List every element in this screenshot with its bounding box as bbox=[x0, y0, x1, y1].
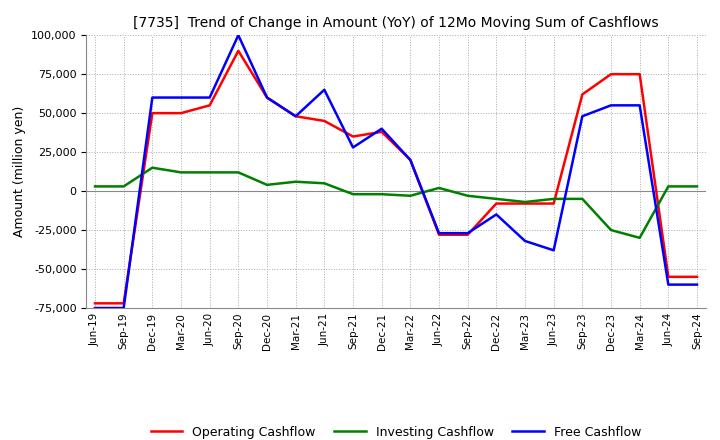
Operating Cashflow bbox=[607, 72, 616, 77]
Operating Cashflow bbox=[635, 72, 644, 77]
Free Cashflow bbox=[263, 95, 271, 100]
Operating Cashflow bbox=[234, 48, 243, 53]
Investing Cashflow bbox=[348, 191, 357, 197]
Free Cashflow bbox=[176, 95, 185, 100]
Free Cashflow bbox=[320, 87, 328, 92]
Operating Cashflow bbox=[148, 110, 157, 116]
Operating Cashflow bbox=[120, 301, 128, 306]
Y-axis label: Amount (million yen): Amount (million yen) bbox=[13, 106, 26, 237]
Free Cashflow bbox=[348, 145, 357, 150]
Investing Cashflow bbox=[693, 184, 701, 189]
Free Cashflow bbox=[693, 282, 701, 287]
Operating Cashflow bbox=[578, 92, 587, 97]
Investing Cashflow bbox=[464, 193, 472, 198]
Operating Cashflow bbox=[292, 114, 300, 119]
Operating Cashflow bbox=[406, 157, 415, 162]
Investing Cashflow bbox=[549, 196, 558, 202]
Title: [7735]  Trend of Change in Amount (YoY) of 12Mo Moving Sum of Cashflows: [7735] Trend of Change in Amount (YoY) o… bbox=[133, 16, 659, 30]
Free Cashflow bbox=[435, 231, 444, 236]
Operating Cashflow bbox=[205, 103, 214, 108]
Investing Cashflow bbox=[176, 170, 185, 175]
Free Cashflow bbox=[521, 238, 529, 244]
Investing Cashflow bbox=[406, 193, 415, 198]
Free Cashflow bbox=[91, 305, 99, 311]
Investing Cashflow bbox=[234, 170, 243, 175]
Operating Cashflow bbox=[464, 232, 472, 237]
Operating Cashflow bbox=[664, 274, 672, 279]
Free Cashflow bbox=[148, 95, 157, 100]
Investing Cashflow bbox=[635, 235, 644, 241]
Legend: Operating Cashflow, Investing Cashflow, Free Cashflow: Operating Cashflow, Investing Cashflow, … bbox=[146, 421, 646, 440]
Operating Cashflow bbox=[693, 274, 701, 279]
Line: Operating Cashflow: Operating Cashflow bbox=[95, 51, 697, 303]
Free Cashflow bbox=[664, 282, 672, 287]
Free Cashflow bbox=[549, 248, 558, 253]
Investing Cashflow bbox=[148, 165, 157, 170]
Investing Cashflow bbox=[120, 184, 128, 189]
Line: Investing Cashflow: Investing Cashflow bbox=[95, 168, 697, 238]
Investing Cashflow bbox=[292, 179, 300, 184]
Investing Cashflow bbox=[664, 184, 672, 189]
Free Cashflow bbox=[464, 231, 472, 236]
Free Cashflow bbox=[292, 114, 300, 119]
Line: Free Cashflow: Free Cashflow bbox=[95, 35, 697, 308]
Investing Cashflow bbox=[521, 199, 529, 205]
Investing Cashflow bbox=[607, 227, 616, 233]
Free Cashflow bbox=[205, 95, 214, 100]
Free Cashflow bbox=[607, 103, 616, 108]
Free Cashflow bbox=[377, 126, 386, 132]
Investing Cashflow bbox=[205, 170, 214, 175]
Operating Cashflow bbox=[348, 134, 357, 139]
Free Cashflow bbox=[578, 114, 587, 119]
Free Cashflow bbox=[406, 157, 415, 162]
Free Cashflow bbox=[234, 33, 243, 38]
Operating Cashflow bbox=[176, 110, 185, 116]
Operating Cashflow bbox=[263, 95, 271, 100]
Operating Cashflow bbox=[91, 301, 99, 306]
Investing Cashflow bbox=[377, 191, 386, 197]
Investing Cashflow bbox=[263, 182, 271, 187]
Operating Cashflow bbox=[377, 129, 386, 135]
Operating Cashflow bbox=[435, 232, 444, 237]
Investing Cashflow bbox=[492, 196, 500, 202]
Operating Cashflow bbox=[549, 201, 558, 206]
Operating Cashflow bbox=[492, 201, 500, 206]
Free Cashflow bbox=[635, 103, 644, 108]
Operating Cashflow bbox=[521, 201, 529, 206]
Investing Cashflow bbox=[435, 185, 444, 191]
Investing Cashflow bbox=[91, 184, 99, 189]
Free Cashflow bbox=[492, 212, 500, 217]
Free Cashflow bbox=[120, 305, 128, 311]
Operating Cashflow bbox=[320, 118, 328, 124]
Investing Cashflow bbox=[320, 181, 328, 186]
Investing Cashflow bbox=[578, 196, 587, 202]
